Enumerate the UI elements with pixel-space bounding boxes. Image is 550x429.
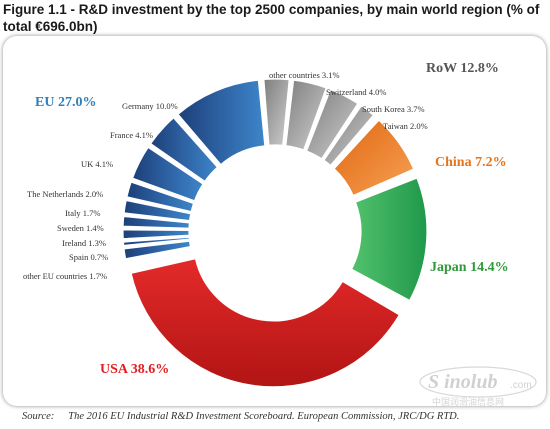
slice-label-spain: Spain 0.7% (69, 252, 108, 262)
chart-panel: EU 27.0% RoW 12.8% China 7.2% Japan 14.4… (3, 36, 546, 406)
region-label-china: China 7.2% (435, 155, 507, 170)
region-label-row: RoW 12.8% (426, 61, 499, 76)
watermark-brand: S inolub (428, 371, 497, 393)
slice-usa-usa (130, 257, 401, 388)
slice-label-france: France 4.1% (110, 130, 153, 140)
slice-label-other-eu: other EU countries 1.7% (23, 271, 107, 281)
slice-row-south (305, 88, 359, 160)
slice-eu-ireland (122, 229, 190, 240)
slice-label-switzerland: Switzerland 4.0% (326, 87, 386, 97)
slice-label-south-korea: South Korea 3.7% (362, 104, 425, 114)
donut-slices (122, 78, 428, 388)
slice-eu-france (149, 116, 219, 183)
slice-label-ireland: Ireland 1.3% (62, 238, 106, 248)
slice-label-uk: UK 4.1% (81, 159, 113, 169)
source-text: The 2016 EU Industrial R&D Investment Sc… (68, 411, 460, 422)
region-label-usa: USA 38.6% (100, 362, 169, 377)
region-label-japan: Japan 14.4% (430, 260, 509, 275)
slice-row-switzerland (285, 79, 327, 151)
slice-eu-other (123, 240, 192, 260)
slice-eu-the (126, 181, 195, 213)
source-note: Source: The 2016 EU Industrial R&D Invest… (22, 411, 542, 422)
slice-eu-uk (131, 146, 204, 202)
slice-label-taiwan: Taiwan 2.0% (383, 121, 428, 131)
slice-row-taiwan (323, 105, 375, 167)
slice-eu-spain (122, 236, 191, 247)
slice-label-germany: Germany 10.0% (122, 101, 178, 111)
slice-eu-germany (177, 79, 266, 166)
slice-japan-japan (350, 177, 428, 302)
slice-row-other (263, 78, 290, 147)
slice-label-sweden: Sweden 1.4% (57, 223, 104, 233)
watermark-subtext: 中国润滑油信息网 (432, 396, 504, 408)
slice-china-china (333, 119, 415, 197)
figure-title: Figure 1.1 - R&D investment by the top 2… (3, 2, 540, 34)
slice-label-italy: Italy 1.7% (65, 208, 100, 218)
slice-eu-italy (123, 199, 192, 222)
region-label-eu: EU 27.0% (35, 95, 96, 110)
slice-label-netherlands: The Netherlands 2.0% (27, 189, 103, 199)
watermark-domain: .com (510, 380, 532, 391)
slice-label-other-countries: other countries 3.1% (269, 70, 340, 80)
source-prefix: Source: (22, 411, 55, 422)
watermark-logo: S inolub .com 中国润滑油信息网 (419, 366, 537, 408)
slice-eu-sweden (122, 215, 191, 229)
donut-chart: EU 27.0% RoW 12.8% China 7.2% Japan 14.4… (23, 61, 509, 388)
